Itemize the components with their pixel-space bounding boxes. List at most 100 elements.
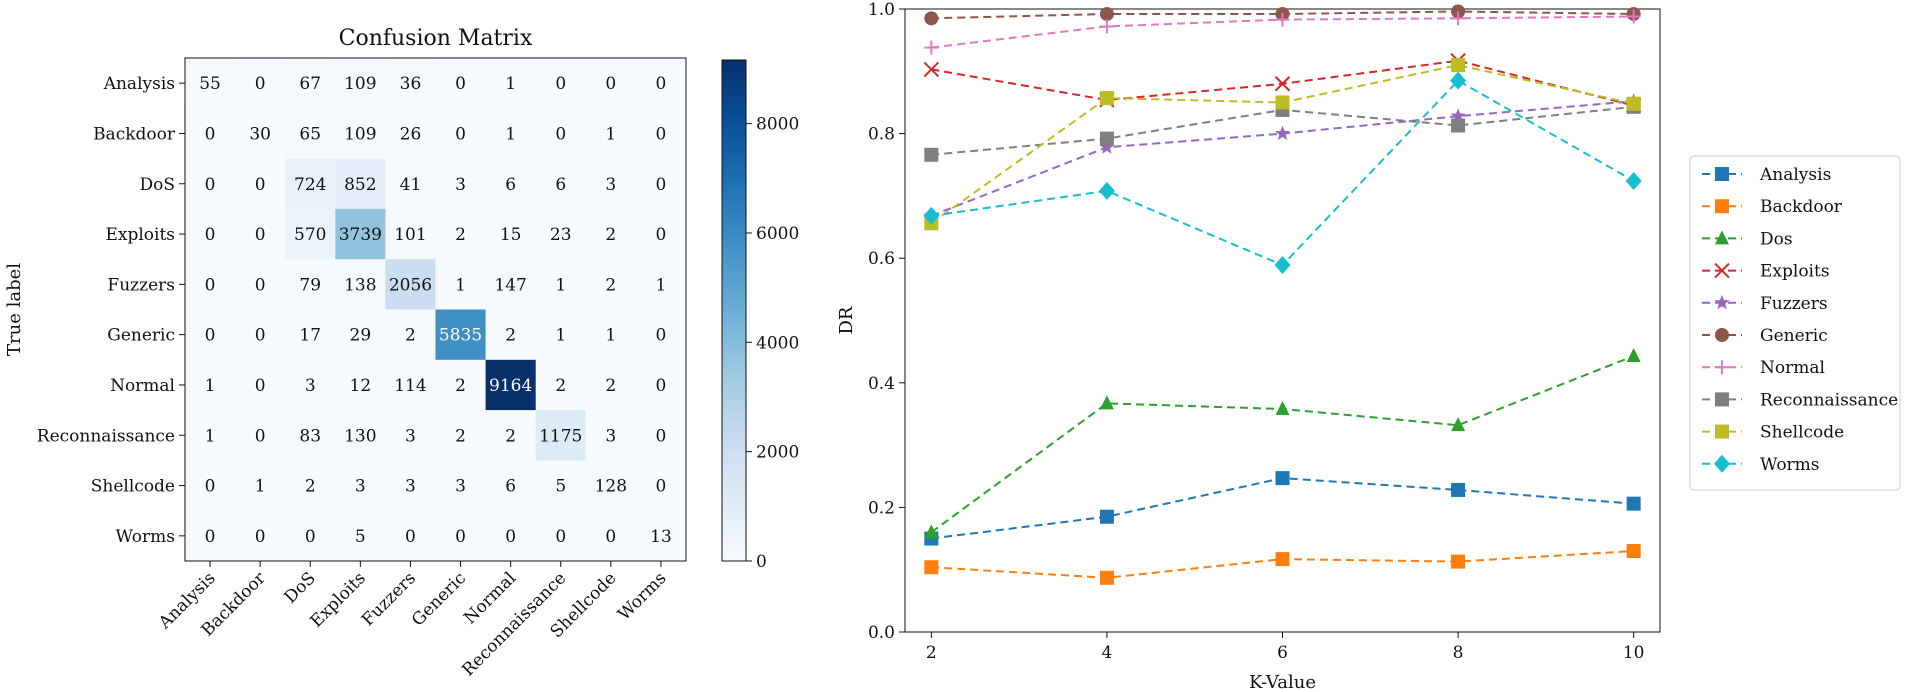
heatmap-y-tick-label: Generic xyxy=(107,326,175,346)
line-chart-point xyxy=(1626,496,1641,511)
heatmap-cell xyxy=(285,58,336,109)
line-chart-point xyxy=(1715,328,1729,342)
heatmap-cell xyxy=(585,208,637,260)
line-chart-point xyxy=(1099,131,1114,146)
line-chart-point xyxy=(1715,392,1729,407)
legend-entry: Analysis xyxy=(1702,165,1831,185)
heatmap-cell-value: 1 xyxy=(205,376,216,396)
heatmap-cell-value: 3 xyxy=(605,426,616,446)
heatmap-cell xyxy=(335,510,386,562)
heatmap-cell-value: 570 xyxy=(294,225,326,245)
heatmap-cell-value: 0 xyxy=(255,225,266,245)
heatmap-cell-value: 0 xyxy=(205,326,216,346)
line-chart-y-tick-label: 0.2 xyxy=(868,498,895,518)
heatmap-cell xyxy=(235,460,286,512)
line-chart-point xyxy=(924,11,939,26)
heatmap-cell xyxy=(385,108,436,160)
colorbar-tick-label: 8000 xyxy=(756,115,799,135)
heatmap-cell-value: 0 xyxy=(255,74,266,94)
heatmap-cell xyxy=(485,460,537,512)
line-chart-y-tick-label: 0.4 xyxy=(868,374,895,394)
heatmap-cell-value: 3 xyxy=(455,175,466,195)
line-chart-point xyxy=(1099,19,1114,34)
legend-entry: Backdoor xyxy=(1702,197,1843,217)
heatmap-cell xyxy=(485,309,537,361)
heatmap-cell-value: 0 xyxy=(656,124,667,144)
legend-label: Analysis xyxy=(1759,165,1831,185)
heatmap-cell xyxy=(385,359,436,411)
legend-entry: Shellcode xyxy=(1702,423,1844,443)
line-chart-point xyxy=(1274,76,1291,92)
heatmap-cell-value: 1 xyxy=(455,275,466,295)
heatmap-cell-value: 1 xyxy=(555,275,566,295)
heatmap-cell-value: 3 xyxy=(405,477,416,497)
heatmap-cell xyxy=(185,158,236,210)
heatmap-cell xyxy=(635,58,687,109)
colorbar-bar xyxy=(721,59,747,562)
legend-entry: Dos xyxy=(1702,229,1793,249)
line-chart-y-tick-label: 0.6 xyxy=(868,249,895,269)
heatmap-cell xyxy=(535,359,587,411)
heatmap-cell-value: 67 xyxy=(299,74,321,94)
heatmap-cell xyxy=(235,510,286,562)
heatmap-cell xyxy=(435,309,487,361)
line-chart-point xyxy=(1626,96,1641,111)
heatmap-cell xyxy=(185,460,236,512)
heatmap-cell-value: 6 xyxy=(505,477,516,497)
heatmap-cell xyxy=(635,460,687,512)
heatmap-y-tick-label: Worms xyxy=(115,527,175,547)
heatmap-cell xyxy=(385,510,436,562)
heatmap-cell-value: 0 xyxy=(205,527,216,547)
heatmap-cell-value: 0 xyxy=(205,275,216,295)
heatmap-cell xyxy=(185,259,236,310)
line-chart-point xyxy=(1275,12,1290,27)
line-chart-point xyxy=(1451,417,1466,432)
line-series-normal xyxy=(924,9,1641,55)
heatmap-cell-value: 6 xyxy=(555,175,566,195)
heatmap-cell-value: 9164 xyxy=(489,376,532,396)
heatmap-cell xyxy=(335,460,386,512)
heatmap-cell xyxy=(535,259,587,310)
line-series-path xyxy=(930,355,1635,534)
line-chart-x-tick-label: 10 xyxy=(1623,643,1645,663)
heatmap-cell-value: 2 xyxy=(605,275,616,295)
heatmap-cell xyxy=(335,309,386,361)
heatmap-cell-value: 41 xyxy=(400,175,422,195)
line-chart-x-axis-label: K-Value xyxy=(1249,672,1316,692)
heatmap-cell xyxy=(635,410,687,461)
heatmap-cell-value: 0 xyxy=(656,426,667,446)
legend-label: Exploits xyxy=(1760,262,1830,282)
heatmap-cell-value: 23 xyxy=(550,225,572,245)
heatmap-cell-value: 3739 xyxy=(339,225,382,245)
heatmap-cell xyxy=(535,410,587,461)
heatmap-cell xyxy=(385,309,436,361)
heatmap-cell xyxy=(235,259,286,310)
heatmap-cell-value: 65 xyxy=(299,124,321,144)
heatmap-cell-value: 13 xyxy=(650,527,672,547)
heatmap-cell-value: 1175 xyxy=(539,426,582,446)
line-chart-point xyxy=(1715,424,1729,439)
heatmap-cell xyxy=(285,309,336,361)
line-chart-point xyxy=(1450,108,1466,123)
line-series-analysis xyxy=(924,471,1641,546)
heatmap-cell xyxy=(235,359,286,411)
legend-entry: Worms xyxy=(1702,454,1820,475)
heatmap-cell xyxy=(485,58,537,109)
line-chart-point xyxy=(1275,552,1290,567)
heatmap-cell-value: 0 xyxy=(555,527,566,547)
line-chart-x-tick-label: 6 xyxy=(1277,643,1288,663)
heatmap-cell xyxy=(335,359,386,411)
heatmap-cell-value: 83 xyxy=(299,426,321,446)
legend-label: Shellcode xyxy=(1760,423,1844,443)
heatmap-cell xyxy=(185,108,236,160)
heatmap-cell-value: 1 xyxy=(656,275,667,295)
line-series-worms xyxy=(923,71,1642,275)
heatmap-cell-value: 0 xyxy=(605,74,616,94)
heatmap-cell-value: 0 xyxy=(656,225,667,245)
heatmap-cell xyxy=(635,108,687,160)
heatmap-cell xyxy=(235,58,286,109)
heatmap-cell xyxy=(585,359,637,411)
heatmap-cell xyxy=(535,510,587,562)
